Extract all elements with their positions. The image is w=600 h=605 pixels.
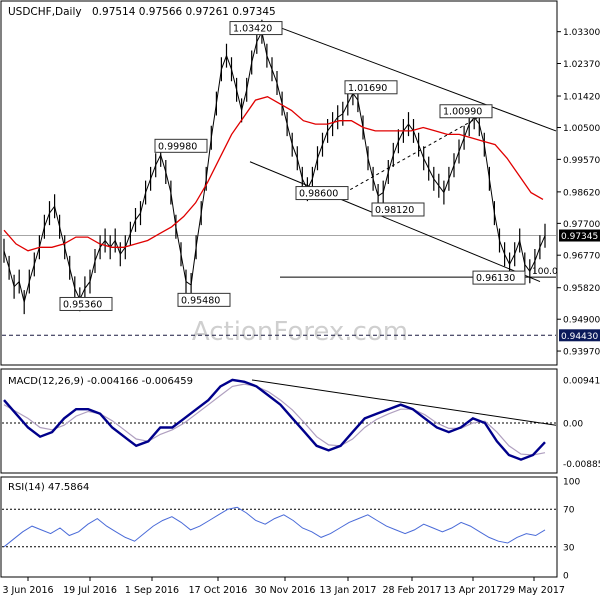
annotation-label: 0.98600 (299, 189, 338, 200)
rsi-tick-label: 30 (563, 543, 575, 553)
annotation-label: 0.96130 (476, 273, 515, 284)
axis-layer: 1.03300 1.02370 1.01420 1.00500 0.99570 0.986… (2, 28, 600, 596)
annotation-box (229, 21, 283, 36)
rsi-label: RSI(14) 47.5864 (8, 482, 89, 493)
macd-layer: 0.009411 0.00 -0.008852 (2, 376, 600, 470)
annotation-box (59, 296, 113, 311)
annotation-label: 1.00990 (443, 107, 482, 118)
price-tick-label: 1.03300 (563, 28, 600, 38)
rsi-panel-frame (0, 476, 558, 578)
annotation-label: 0.95480 (181, 295, 220, 306)
annotation-label: 0.95360 (63, 299, 102, 310)
x-tick-label: 1 Sep 2016 (125, 585, 179, 596)
price-tick-label: 1.02370 (563, 60, 600, 70)
moving-average-line (3, 95, 544, 252)
dashed-trend-line (344, 110, 491, 193)
price-tick-label: 0.94900 (563, 316, 600, 326)
macd-main-line (3, 378, 546, 461)
annotation-box (177, 292, 231, 307)
current-price-box (559, 229, 600, 242)
rsi-layer: 100 70 30 0 (2, 478, 580, 582)
annotation-box (154, 138, 208, 153)
annotation-label: 1.01690 (348, 83, 387, 94)
macd-panel-frame (0, 368, 558, 474)
price-tick-label: 1.00500 (563, 124, 600, 134)
annotation-box (371, 202, 425, 217)
ohlc-values: 0.97514 0.97566 0.97261 0.97345 (92, 6, 276, 18)
x-tick-label: 19 Jul 2016 (63, 585, 117, 596)
watermark: ActionForex.com (192, 317, 408, 347)
rsi-line (3, 506, 546, 548)
chart-title: USDCHF,Daily (8, 6, 82, 18)
macd-label: MACD(12,26,9) -0.004166 -0.006459 (8, 376, 193, 387)
macd-tick-label: 0.009411 (563, 376, 600, 386)
x-tick-label: 3 Jun 2016 (2, 585, 53, 596)
x-tick-label: 28 Feb 2017 (382, 585, 441, 596)
x-tick-label: 13 Apr 2017 (444, 585, 503, 596)
support-level-label: 0.94430 (561, 332, 598, 342)
price-tick-label: 0.93970 (563, 348, 600, 358)
price-tick-label: 0.98620 (563, 188, 600, 198)
x-tick-label: 17 Oct 2016 (189, 585, 248, 596)
x-tick-label: 13 Jan 2017 (320, 585, 377, 596)
x-tick-label: 30 Nov 2016 (255, 585, 316, 596)
channel-upper-line (279, 27, 557, 132)
price-tick-label: 0.96770 (563, 252, 600, 262)
annotation-box (344, 80, 398, 95)
annotation-box (439, 104, 493, 119)
price-tick-label: 0.95820 (563, 284, 600, 294)
channel-lower-line (249, 161, 541, 283)
x-tick-label: 29 May 2017 (503, 585, 565, 596)
rsi-tick-label: 70 (563, 506, 575, 516)
price-tick-label: 0.97700 (563, 220, 600, 230)
annotation-label: 0.98120 (375, 205, 414, 216)
annotation-label: 1.03420 (233, 24, 272, 35)
price-layer: 0.94430 0.97345 100.0 1.03420 0.99980 0.95360… (2, 19, 600, 342)
macd-tick-label: 0.00 (563, 419, 583, 429)
annotation-box (295, 186, 349, 201)
price-close-line (3, 30, 546, 303)
fib-label: 100.0 (532, 267, 558, 277)
macd-tick-label: -0.008852 (563, 460, 600, 470)
price-panel-frame (0, 0, 558, 366)
price-tick-label: 0.99570 (563, 156, 600, 166)
annotation-label: 0.99980 (158, 141, 197, 152)
current-price-label: 0.97345 (561, 232, 598, 242)
macd-trend-line (251, 379, 557, 426)
annotation-box (472, 270, 526, 285)
rsi-tick-label: 100 (563, 478, 580, 488)
support-level-box (559, 329, 600, 342)
rsi-tick-label: 0 (563, 572, 569, 582)
price-tick-label: 1.01420 (563, 93, 600, 103)
